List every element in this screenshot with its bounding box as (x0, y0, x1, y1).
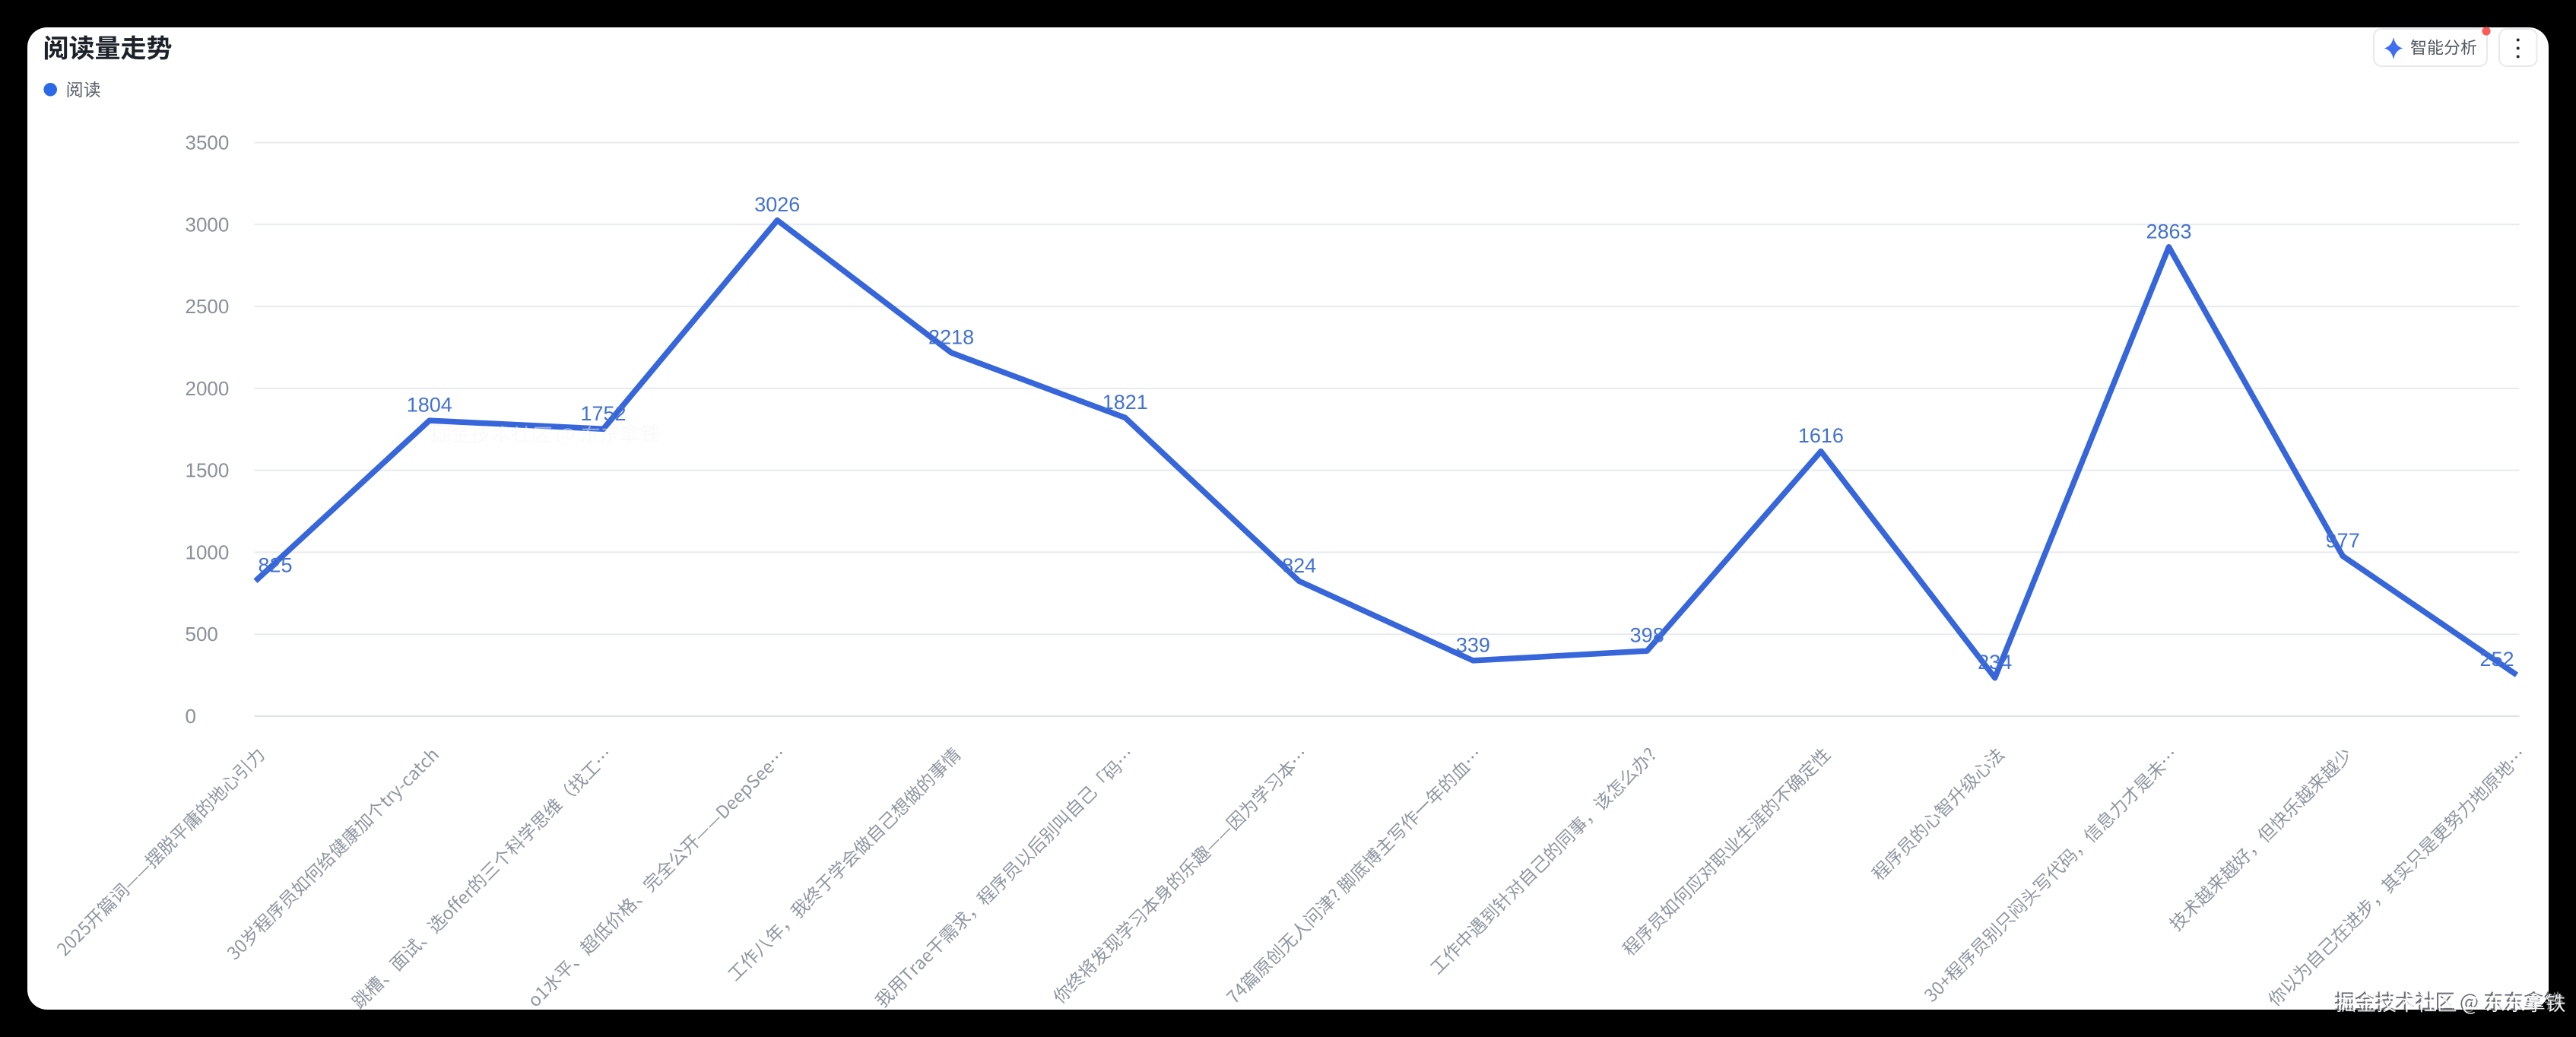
svg-text:234: 234 (1978, 651, 2012, 674)
svg-text:339: 339 (1456, 633, 1490, 656)
svg-text:3000: 3000 (186, 213, 230, 236)
svg-text:2000: 2000 (186, 377, 230, 400)
svg-text:2863: 2863 (2146, 220, 2191, 243)
svg-text:824: 824 (1282, 554, 1316, 577)
svg-text:252: 252 (2479, 648, 2514, 671)
svg-text:0: 0 (186, 705, 196, 728)
svg-text:398: 398 (1630, 624, 1664, 647)
svg-text:3500: 3500 (186, 132, 230, 154)
svg-text:2500: 2500 (186, 295, 230, 318)
svg-text:825: 825 (258, 554, 292, 577)
svg-text:1752: 1752 (580, 402, 626, 425)
svg-text:1500: 1500 (186, 459, 230, 482)
svg-text:1821: 1821 (1102, 391, 1148, 414)
svg-text:1804: 1804 (407, 394, 452, 417)
svg-text:1000: 1000 (186, 541, 230, 563)
svg-text:500: 500 (186, 623, 218, 645)
svg-text:977: 977 (2326, 529, 2360, 552)
svg-text:1616: 1616 (1798, 424, 1844, 447)
svg-text:2218: 2218 (928, 325, 974, 348)
svg-text:3026: 3026 (754, 193, 800, 216)
